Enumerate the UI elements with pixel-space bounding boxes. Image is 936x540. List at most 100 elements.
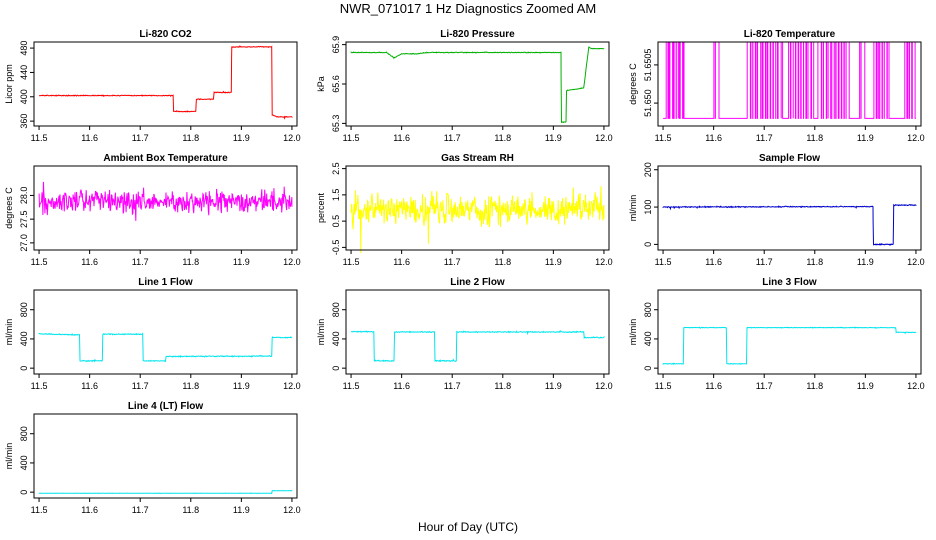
chart-7-x-tick-label: 11.8	[494, 381, 511, 391]
chart-0-y-tick-label: 480	[19, 41, 29, 56]
chart-1-x-tick-label: 11.8	[494, 133, 511, 143]
chart-9-x-tick-label: 12.0	[283, 505, 301, 515]
panel-grid: Li-820 CO2 11.5 11.6 11.7 11.8 11.9 12.0 360 400…	[4, 29, 925, 515]
chart-0-x-tick-label: 12.0	[283, 133, 301, 143]
chart-8-title: Line 3 Flow	[762, 277, 817, 288]
chart-1: Li-820 Pressure 11.5 11.6 11.7 11.8 11.9 12.0 6…	[316, 29, 613, 143]
chart-4-x-tick-label: 12.0	[595, 257, 613, 267]
chart-8: Line 3 Flow 11.5 11.6 11.7 11.8 11.9 12.0 0 400 8…	[628, 277, 925, 391]
chart-8-x-tick-label: 11.9	[857, 381, 874, 391]
chart-7-y-tick-label: 0	[331, 366, 341, 371]
chart-5-y-tick-label: 0	[643, 242, 653, 247]
chart-4-x-tick-label: 11.9	[545, 257, 562, 267]
chart-9-y-tick-label: 800	[19, 426, 29, 441]
chart-5-y-axis-title: ml/min	[628, 195, 638, 222]
chart-9-x-tick-label: 11.8	[182, 505, 199, 515]
chart-7-x-tick-label: 11.9	[545, 381, 562, 391]
chart-4-x-tick-label: 11.6	[393, 257, 410, 267]
chart-6-y-tick-label: 0	[19, 366, 29, 371]
chart-3-title: Ambient Box Temperature	[103, 153, 228, 164]
chart-1-y-tick-label: 65.6	[331, 75, 341, 93]
chart-2-series-line	[663, 41, 916, 119]
chart-5-x-tick-label: 11.8	[806, 257, 823, 267]
chart-3-y-tick-label: 27.0	[19, 234, 29, 252]
chart-7-series-line	[350, 329, 605, 363]
chart-4-x-tick-label: 11.5	[343, 257, 360, 267]
chart-0-x-tick-label: 11.7	[132, 133, 149, 143]
chart-0-y-tick-label: 400	[19, 89, 29, 104]
chart-7-frame	[345, 289, 610, 375]
chart-0-series-line	[38, 44, 293, 120]
chart-5: Sample Flow 11.5 11.6 11.7 11.8 11.9 12.0 0 100 2…	[628, 153, 925, 267]
chart-8-frame	[657, 289, 922, 375]
chart-4-y-tick-label: 1.5	[331, 189, 341, 202]
chart-1-series-line	[350, 46, 605, 124]
chart-7-y-tick-label: 400	[331, 331, 341, 346]
chart-6-x-tick-label: 11.5	[31, 381, 48, 391]
chart-8-x-tick-label: 11.8	[806, 381, 823, 391]
chart-5-x-tick-label: 11.9	[857, 257, 874, 267]
chart-6-y-tick-label: 400	[19, 331, 29, 346]
chart-9-y-tick-label: 0	[19, 490, 29, 495]
chart-6-x-tick-label: 12.0	[283, 381, 301, 391]
chart-0-x-tick-label: 11.9	[233, 133, 250, 143]
chart-1-x-tick-label: 11.7	[444, 133, 461, 143]
chart-0-title: Li-820 CO2	[139, 29, 192, 40]
chart-9-y-axis-title: ml/min	[4, 443, 14, 470]
chart-3: Ambient Box Temperature 11.5 11.6 11.7 11.8 1…	[4, 153, 301, 267]
chart-6-x-tick-label: 11.7	[132, 381, 149, 391]
chart-3-x-tick-label: 11.8	[182, 257, 199, 267]
chart-4-x-tick-label: 11.7	[444, 257, 461, 267]
chart-3-x-tick-label: 11.6	[81, 257, 98, 267]
chart-0-y-tick-label: 440	[19, 65, 29, 80]
chart-4-y-tick-label: 0.5	[331, 215, 341, 228]
chart-8-series-line	[662, 326, 917, 366]
chart-5-y-tick-label: 100	[643, 200, 653, 215]
chart-0-x-tick-label: 11.5	[31, 133, 48, 143]
chart-3-x-tick-label: 11.9	[233, 257, 250, 267]
chart-1-y-axis-title: kPa	[316, 76, 326, 92]
chart-7-x-tick-label: 11.7	[444, 381, 461, 391]
chart-5-title: Sample Flow	[759, 153, 820, 164]
chart-9: Line 4 (LT) Flow 11.5 11.6 11.7 11.8 11.9 12.0…	[4, 401, 301, 515]
chart-2-title: Li-820 Temperature	[744, 29, 836, 40]
chart-8-x-tick-label: 11.5	[655, 381, 672, 391]
chart-9-y-tick-label: 400	[19, 455, 29, 470]
chart-7-y-tick-label: 800	[331, 302, 341, 317]
chart-4: Gas Stream RH 11.5 11.6 11.7 11.8 11.9 12.0 -0.…	[316, 153, 613, 267]
chart-2-x-tick-label: 11.6	[705, 133, 722, 143]
chart-2-frame	[657, 41, 922, 127]
chart-4-x-tick-label: 11.8	[494, 257, 511, 267]
chart-3-x-tick-label: 11.5	[31, 257, 48, 267]
chart-2-x-tick-label: 11.8	[806, 133, 823, 143]
chart-6-y-tick-label: 800	[19, 302, 29, 317]
chart-4-title: Gas Stream RH	[441, 153, 514, 164]
chart-7-x-tick-label: 12.0	[595, 381, 613, 391]
chart-8-x-tick-label: 11.6	[705, 381, 722, 391]
chart-1-frame	[345, 41, 610, 127]
chart-6-frame	[33, 289, 298, 375]
chart-2-x-tick-label: 11.5	[655, 133, 672, 143]
chart-5-y-tick-label: 200	[643, 162, 653, 177]
chart-4-y-axis-title: percent	[316, 192, 326, 223]
chart-5-x-tick-label: 11.6	[705, 257, 722, 267]
chart-9-x-tick-label: 11.6	[81, 505, 98, 515]
chart-6-x-tick-label: 11.9	[233, 381, 250, 391]
chart-0-y-tick-label: 360	[19, 114, 29, 129]
chart-8-x-tick-label: 11.7	[756, 381, 773, 391]
chart-8-x-tick-label: 12.0	[907, 381, 925, 391]
chart-6-title: Line 1 Flow	[138, 277, 193, 288]
chart-9-title: Line 4 (LT) Flow	[128, 401, 204, 412]
chart-5-frame	[657, 165, 922, 251]
chart-1-y-tick-label: 65.3	[331, 115, 341, 133]
chart-7-y-axis-title: ml/min	[316, 319, 326, 346]
chart-1-title: Li-820 Pressure	[440, 29, 515, 40]
chart-8-y-tick-label: 400	[643, 331, 653, 346]
chart-3-y-tick-label: 28.0	[19, 187, 29, 205]
chart-0: Li-820 CO2 11.5 11.6 11.7 11.8 11.9 12.0 360 400…	[4, 29, 301, 143]
chart-7: Line 2 Flow 11.5 11.6 11.7 11.8 11.9 12.0 0 400 8…	[316, 277, 613, 391]
chart-0-y-axis-title: Licor ppm	[4, 64, 14, 104]
chart-4-series-line	[350, 186, 605, 254]
chart-3-x-tick-label: 12.0	[283, 257, 301, 267]
chart-1-x-tick-label: 11.9	[545, 133, 562, 143]
